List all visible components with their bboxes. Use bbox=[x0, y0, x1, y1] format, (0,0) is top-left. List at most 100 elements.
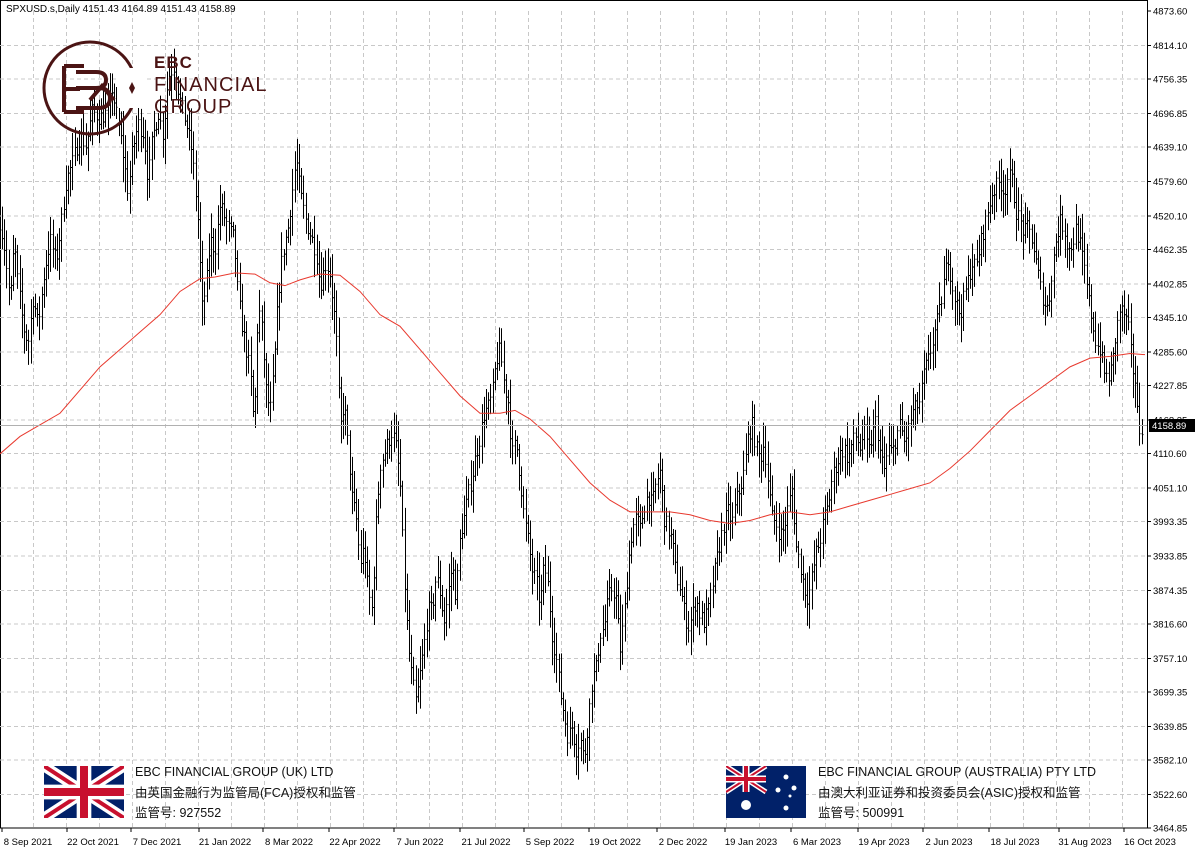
price-bar bbox=[188, 108, 191, 151]
price-bar bbox=[305, 192, 308, 234]
price-bar bbox=[177, 76, 180, 105]
price-bar bbox=[382, 453, 385, 488]
price-bar bbox=[395, 414, 398, 448]
price-bar bbox=[419, 646, 422, 709]
price-bar bbox=[1130, 303, 1133, 368]
price-bar bbox=[1070, 238, 1073, 261]
price-bar bbox=[962, 282, 965, 332]
price-bar bbox=[806, 572, 809, 626]
price-bar bbox=[269, 381, 272, 423]
price-bar bbox=[254, 387, 257, 428]
price-bar bbox=[63, 196, 66, 222]
price-bar bbox=[716, 530, 719, 581]
price-bar bbox=[320, 252, 323, 300]
price-bar bbox=[707, 597, 710, 626]
x-tick-label: 2 Jun 2023 bbox=[925, 837, 972, 848]
price-bar bbox=[718, 537, 721, 566]
price-bar bbox=[313, 215, 316, 278]
price-bar bbox=[230, 216, 233, 238]
price-bar bbox=[866, 407, 869, 463]
price-bar bbox=[780, 514, 783, 557]
price-bar bbox=[925, 352, 928, 384]
price-bar bbox=[888, 422, 891, 465]
price-bar bbox=[967, 255, 970, 302]
price-bar bbox=[1116, 311, 1119, 362]
price-bar bbox=[1004, 174, 1007, 216]
price-bar bbox=[764, 425, 767, 478]
price-bar bbox=[1009, 148, 1012, 203]
price-bar bbox=[340, 376, 343, 444]
price-bar bbox=[872, 409, 875, 458]
x-tick-label: 18 Jul 2023 bbox=[990, 837, 1039, 848]
moving-average-line bbox=[0, 272, 1146, 524]
price-bar bbox=[166, 71, 169, 139]
price-bar bbox=[973, 254, 976, 287]
price-bar bbox=[250, 336, 253, 397]
price-bar bbox=[573, 720, 576, 758]
price-bar bbox=[452, 557, 455, 591]
price-bar bbox=[1103, 345, 1106, 384]
price-bar bbox=[883, 436, 886, 478]
price-bar bbox=[272, 353, 275, 411]
price-bar bbox=[1011, 158, 1014, 188]
price-bar bbox=[151, 131, 154, 180]
price-bar bbox=[41, 286, 44, 330]
price-bar bbox=[929, 332, 932, 370]
price-bar bbox=[720, 512, 723, 563]
price-bar bbox=[1057, 216, 1060, 258]
price-bar bbox=[406, 573, 409, 630]
price-bar bbox=[74, 127, 77, 166]
price-bar bbox=[802, 555, 805, 601]
price-bar bbox=[1068, 242, 1071, 271]
ebc-logo: EBC FINANCIAL GROUP bbox=[40, 38, 280, 138]
price-bar bbox=[346, 404, 349, 445]
y-tick-label: 3464.85 bbox=[1153, 824, 1187, 835]
price-bar bbox=[932, 327, 935, 371]
price-bar bbox=[637, 495, 640, 537]
price-bar bbox=[668, 510, 671, 550]
price-bar bbox=[329, 257, 332, 288]
regulator-uk-name: EBC FINANCIAL GROUP (UK) LTD bbox=[135, 765, 334, 779]
price-bar bbox=[5, 230, 8, 289]
price-bar bbox=[683, 586, 686, 621]
price-bar bbox=[1033, 224, 1036, 263]
price-bar bbox=[797, 541, 800, 569]
regulator-uk-authority: 由英国金融行为监管局(FCA)授权和监管 bbox=[135, 785, 356, 800]
price-bar bbox=[971, 243, 974, 296]
price-bar bbox=[547, 556, 550, 587]
price-bar bbox=[756, 435, 759, 457]
price-bar bbox=[927, 334, 930, 371]
price-bar bbox=[115, 87, 118, 120]
price-bar bbox=[1037, 250, 1040, 279]
price-bar bbox=[459, 529, 462, 581]
price-bar bbox=[588, 698, 591, 762]
price-bar bbox=[157, 113, 160, 135]
regulator-au: EBC FINANCIAL GROUP (AUSTRALIA) PTY LTD … bbox=[818, 762, 1096, 824]
price-bar bbox=[1002, 170, 1005, 218]
price-bar bbox=[47, 231, 50, 280]
price-bar bbox=[529, 520, 532, 572]
price-bar bbox=[626, 572, 629, 609]
price-bar bbox=[661, 458, 664, 513]
price-bar bbox=[360, 530, 363, 574]
price-bar bbox=[826, 492, 829, 525]
price-bar bbox=[415, 665, 418, 714]
price-bar bbox=[322, 257, 325, 296]
price-bar bbox=[1121, 295, 1124, 332]
price-bar bbox=[1141, 419, 1144, 445]
price-bar bbox=[954, 286, 957, 326]
price-bar bbox=[690, 606, 693, 656]
brand-wordmark: EBC FINANCIAL GROUP bbox=[154, 52, 267, 118]
price-bar bbox=[615, 577, 618, 620]
price-bar bbox=[646, 478, 649, 521]
price-bar bbox=[412, 656, 415, 686]
price-bar bbox=[740, 476, 743, 517]
price-bar bbox=[43, 267, 46, 308]
price-bar bbox=[571, 711, 574, 746]
price-bar bbox=[439, 560, 442, 609]
price-bar bbox=[437, 556, 440, 589]
price-bar bbox=[569, 706, 572, 749]
price-bar bbox=[274, 341, 277, 384]
